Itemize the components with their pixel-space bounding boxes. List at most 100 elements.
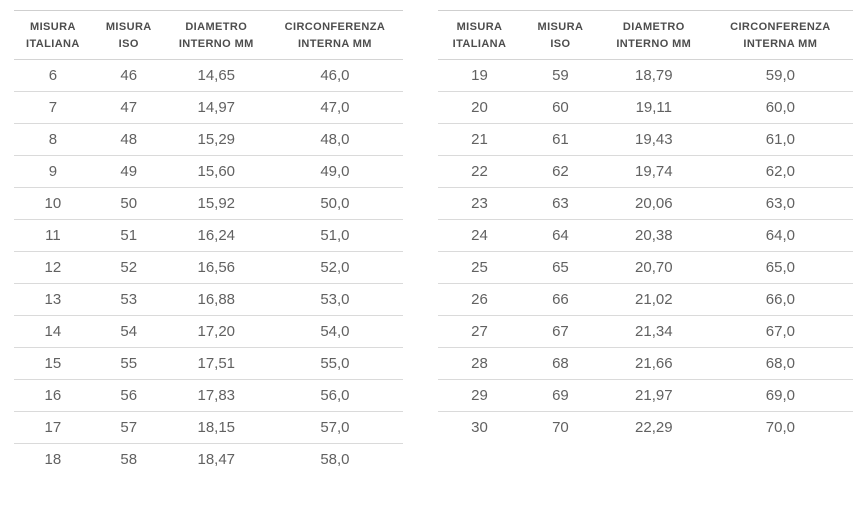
table-cell: 68,0 [707, 347, 853, 380]
table-cell: 48 [91, 123, 166, 156]
table-cell: 69 [521, 379, 600, 412]
table-cell: 55 [91, 347, 166, 380]
table-cell: 47,0 [266, 91, 403, 124]
table-cell: 16,88 [165, 283, 267, 316]
table-cell: 28 [438, 347, 521, 380]
table-cell: 24 [438, 219, 521, 252]
table-cell: 15,92 [165, 187, 267, 220]
table-row: 23 63 20,06 63,0 [438, 187, 853, 220]
table-cell: 23 [438, 187, 521, 220]
table-row: 10 50 15,92 50,0 [14, 187, 403, 220]
table-cell: 13 [14, 283, 92, 316]
table-cell: 14,65 [165, 59, 267, 92]
table-cell: 69,0 [707, 379, 853, 412]
header-row: MISURA ITALIANA MISURA ISO DIAMETRO INTE… [438, 10, 853, 60]
table-cell: 62 [521, 155, 600, 188]
table-cell: 63 [521, 187, 600, 220]
table-cell: 50 [91, 187, 166, 220]
table-cell: 55,0 [266, 347, 403, 380]
table-cell: 17 [14, 411, 92, 444]
table-row: 28 68 21,66 68,0 [438, 347, 853, 380]
table-cell: 21,34 [599, 315, 708, 348]
header-row: MISURA ITALIANA MISURA ISO DIAMETRO INTE… [14, 10, 403, 60]
column-header-circonferenza-interna: CIRCONFERENZA INTERNA MM [707, 10, 853, 60]
table-cell: 20 [438, 91, 521, 124]
table-cell: 7 [14, 91, 92, 124]
table-cell: 65,0 [707, 251, 853, 284]
table-body-left: 6 46 14,65 46,0 7 47 14,97 47,0 8 48 15,29 48,0 9 49 1… [14, 59, 403, 476]
table-cell: 66 [521, 283, 600, 316]
table-cell: 63,0 [707, 187, 853, 220]
table-cell: 16,56 [165, 251, 267, 284]
table-cell: 68 [521, 347, 600, 380]
column-header-misura-italiana: MISURA ITALIANA [438, 10, 521, 60]
table-cell: 49 [91, 155, 166, 188]
table-cell: 19,74 [599, 155, 708, 188]
table-cell: 67,0 [707, 315, 853, 348]
column-header-misura-iso: MISURA ISO [521, 10, 600, 60]
table-cell: 6 [14, 59, 92, 92]
table-cell: 58 [120, 451, 138, 469]
table-cell: 19 [438, 59, 521, 92]
table-cell: 67 [521, 315, 600, 348]
table-row: 7 47 14,97 47,0 [14, 91, 403, 124]
column-header-misura-iso: MISURA ISO [91, 10, 166, 60]
table-cell: 25 [438, 251, 521, 284]
table-cell: 22 [438, 155, 521, 188]
table-cell: 10 [14, 187, 92, 220]
table-row: 20 60 19,11 60,0 [438, 91, 853, 124]
table-cell: 46 [91, 59, 166, 92]
table-header-left: MISURA ITALIANA MISURA ISO DIAMETRO INTE… [14, 10, 403, 60]
table-cell: 18,15 [165, 411, 267, 444]
table-cell: 8 [14, 123, 92, 156]
table-row: 8 48 15,29 48,0 [14, 123, 403, 156]
table-cell: 57,0 [266, 411, 403, 444]
column-header-misura-italiana: MISURA ITALIANA [14, 10, 92, 60]
table-cell: 52 [91, 251, 166, 284]
column-header-diametro-interno: DIAMETRO INTERNO MM [599, 10, 708, 60]
table-cell: 21,02 [599, 283, 708, 316]
table-cell: 47 [91, 91, 166, 124]
ring-size-table-left: MISURA ITALIANA MISURA ISO DIAMETRO INTE… [14, 10, 403, 476]
table-body-right: 19 59 18,79 59,0 20 60 19,11 60,0 21 61 19,43 61,0 2… [438, 59, 853, 444]
table-row: 9 49 15,60 49,0 [14, 155, 403, 188]
table-cell: 59,0 [707, 59, 853, 92]
table-row: 6 46 14,65 46,0 [14, 59, 403, 92]
table-cell: 66,0 [707, 283, 853, 316]
table-cell: 30 [471, 419, 488, 437]
table-cell: 53 [91, 283, 166, 316]
table-cell: 26 [438, 283, 521, 316]
table-row: 16 56 17,83 56,0 [14, 379, 403, 412]
column-header-diametro-interno: DIAMETRO INTERNO MM [165, 10, 267, 60]
table-row: 26 66 21,02 66,0 [438, 283, 853, 316]
table-cell: 21,66 [599, 347, 708, 380]
ring-size-table-right: MISURA ITALIANA MISURA ISO DIAMETRO INTE… [438, 10, 853, 444]
table-cell: 46,0 [266, 59, 403, 92]
table-cell: 56 [91, 379, 166, 412]
table-cell: 20,38 [599, 219, 708, 252]
table-cell: 58,0 [320, 451, 350, 469]
table-cell: 15,29 [165, 123, 267, 156]
table-cell: 21 [438, 123, 521, 156]
table-cell: 16,24 [165, 219, 267, 252]
table-row: 15 55 17,51 55,0 [14, 347, 403, 380]
table-cell: 70,0 [765, 419, 795, 437]
table-row: 29 69 21,97 69,0 [438, 379, 853, 412]
table-cell: 19,43 [599, 123, 708, 156]
table-row: 30 70 22,29 70,0 [438, 412, 853, 444]
table-cell: 64,0 [707, 219, 853, 252]
table-cell: 27 [438, 315, 521, 348]
table-cell: 17,83 [165, 379, 267, 412]
table-cell: 12 [14, 251, 92, 284]
table-cell: 64 [521, 219, 600, 252]
table-row: 27 67 21,34 67,0 [438, 315, 853, 348]
table-cell: 61 [521, 123, 600, 156]
table-cell: 65 [521, 251, 600, 284]
table-cell: 18,47 [197, 451, 236, 469]
table-cell: 18 [44, 451, 62, 469]
table-cell: 17,51 [165, 347, 267, 380]
column-header-circonferenza-interna: CIRCONFERENZA INTERNA MM [266, 10, 403, 60]
table-cell: 52,0 [266, 251, 403, 284]
table-cell: 21,97 [599, 379, 708, 412]
table-cell: 53,0 [266, 283, 403, 316]
